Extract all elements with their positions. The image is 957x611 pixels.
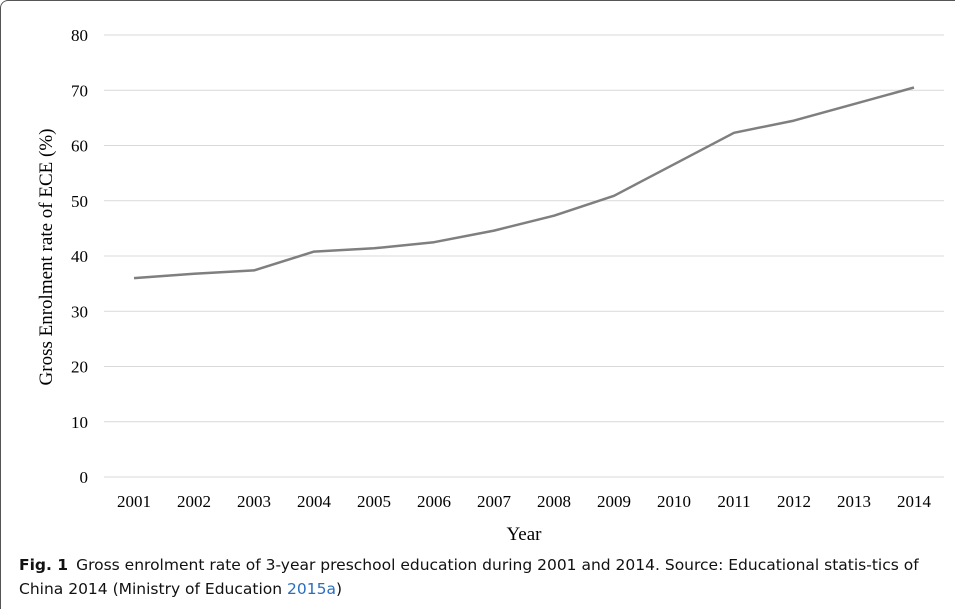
x-axis-label: Year [506,524,542,545]
y-tick-label: 20 [71,358,88,377]
y-axis-ticks: 0 10 20 30 40 50 60 70 80 [71,26,88,487]
figure-label: Fig. 1 [19,556,69,574]
y-tick-label: 40 [71,247,88,266]
x-tick-label: 2014 [897,492,932,511]
x-tick-label: 2007 [477,492,512,511]
series-line-0 [133,86,915,280]
y-tick-label: 80 [71,26,88,45]
x-tick-label: 2010 [657,492,691,511]
y-tick-label: 30 [71,302,88,321]
x-tick-label: 2006 [417,492,451,511]
grid-lines [104,34,944,478]
x-tick-label: 2011 [717,492,750,511]
y-tick-label: 0 [80,468,89,487]
x-tick-label: 2008 [537,492,571,511]
x-tick-label: 2012 [777,492,811,511]
caption-text: Gross enrolment rate of 3-year preschool… [19,556,919,598]
x-tick-label: 2005 [357,492,391,511]
series-group [133,86,915,280]
x-axis-ticks: 2001 2002 2003 2004 2005 2006 2007 2008 2009 2010… [117,492,932,511]
caption-close: ) [335,580,343,598]
y-tick-label: 60 [71,137,88,156]
y-tick-label: 10 [71,413,88,432]
y-tick-label: 50 [71,192,88,211]
x-tick-label: 2001 [117,492,151,511]
figure-caption: Fig. 1 Gross enrolment rate of 3-year pre… [19,553,944,601]
x-tick-label: 2002 [177,492,211,511]
x-tick-label: 2004 [297,492,332,511]
x-tick-label: 2003 [237,492,271,511]
reference-link[interactable]: 2015a [287,580,336,598]
x-tick-label: 2013 [837,492,871,511]
y-axis-label: Gross Enrolment rate of ECE (%) [36,129,57,386]
x-tick-label: 2009 [597,492,631,511]
y-tick-label: 70 [71,81,88,100]
